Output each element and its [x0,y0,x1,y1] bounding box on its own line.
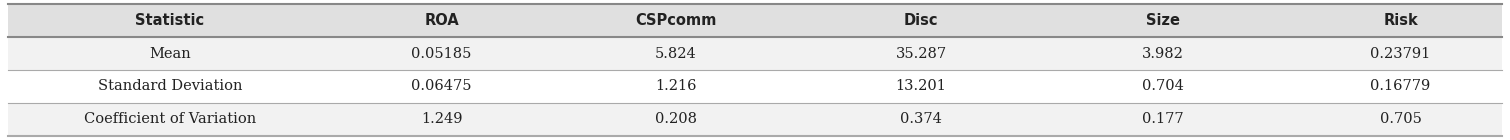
Bar [8,103,1502,136]
Text: ROA: ROA [424,13,459,28]
Text: 0.06475: 0.06475 [411,80,473,94]
Bar [8,4,1502,37]
Text: 0.704: 0.704 [1142,80,1184,94]
Text: 1.249: 1.249 [421,112,462,126]
Text: Mean: Mean [149,47,190,61]
Text: Size: Size [1146,13,1179,28]
Text: CSPcomm: CSPcomm [636,13,716,28]
Text: 13.201: 13.201 [895,80,947,94]
Text: 0.16779: 0.16779 [1371,80,1430,94]
Text: Risk: Risk [1383,13,1418,28]
Text: Statistic: Statistic [136,13,204,28]
Text: Coefficient of Variation: Coefficient of Variation [83,112,257,126]
Bar [8,70,1502,103]
Text: 0.177: 0.177 [1142,112,1184,126]
Text: 0.705: 0.705 [1380,112,1421,126]
Text: 0.208: 0.208 [655,112,696,126]
Text: Standard Deviation: Standard Deviation [98,80,242,94]
Text: Disc: Disc [904,13,938,28]
Text: 5.824: 5.824 [655,47,696,61]
Text: 0.23791: 0.23791 [1371,47,1430,61]
Text: 35.287: 35.287 [895,47,947,61]
Text: 0.374: 0.374 [900,112,942,126]
Text: 3.982: 3.982 [1142,47,1184,61]
Text: 0.05185: 0.05185 [412,47,471,61]
Bar [8,37,1502,70]
Text: 1.216: 1.216 [655,80,696,94]
